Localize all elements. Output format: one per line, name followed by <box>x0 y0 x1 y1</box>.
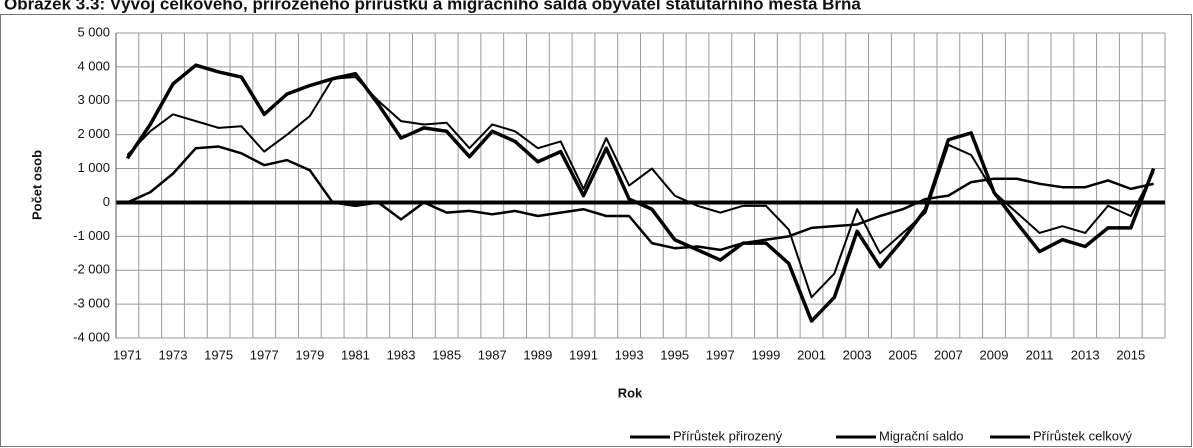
legend-label: Přírůstek přirozený <box>673 428 783 443</box>
x-tick-label: 1977 <box>250 347 279 362</box>
x-tick-label: 2007 <box>934 347 963 362</box>
x-tick-label: 1989 <box>523 347 552 362</box>
y-tick-label: 3 000 <box>77 92 110 107</box>
x-tick-label: 2009 <box>980 347 1009 362</box>
x-axis-label: Rok <box>618 385 643 400</box>
x-tick-label: 2005 <box>888 347 917 362</box>
legend-label: Přírůstek celkový <box>1033 428 1132 443</box>
x-tick-label: 1997 <box>706 347 735 362</box>
x-tick-label: 1983 <box>387 347 416 362</box>
y-tick-label: -2 000 <box>73 262 110 277</box>
chart-border <box>0 14 1192 447</box>
x-tick-label: 1979 <box>295 347 324 362</box>
x-tick-label: 1987 <box>478 347 507 362</box>
x-tick-label: 1973 <box>159 347 188 362</box>
x-tick-label: 1981 <box>341 347 370 362</box>
series-line <box>126 76 1155 299</box>
series-line <box>125 63 1156 323</box>
x-tick-label: 1985 <box>432 347 461 362</box>
y-axis-label: Počet osob <box>29 150 44 220</box>
legend-label: Migrační saldo <box>879 428 964 443</box>
series-line <box>126 145 1154 252</box>
x-tick-label: 2015 <box>1116 347 1145 362</box>
y-tick-label: 5 000 <box>77 24 110 39</box>
x-tick-label: 1995 <box>660 347 689 362</box>
x-tick-label: 2001 <box>797 347 826 362</box>
x-tick-label: 1991 <box>569 347 598 362</box>
x-tick-label: 2013 <box>1071 347 1100 362</box>
x-tick-label: 2011 <box>1026 347 1054 362</box>
x-tick-label: 2003 <box>843 347 872 362</box>
y-tick-label: 1 000 <box>77 160 110 175</box>
y-tick-label: 0 <box>103 194 110 209</box>
x-tick-label: 1999 <box>751 347 780 362</box>
x-tick-label: 1975 <box>204 347 233 362</box>
y-tick-label: -1 000 <box>73 228 110 243</box>
x-tick-label: 1993 <box>615 347 644 362</box>
y-tick-label: 2 000 <box>77 126 110 141</box>
y-tick-label: -3 000 <box>73 296 110 311</box>
x-tick-label: 1971 <box>113 347 142 362</box>
y-tick-label: -4 000 <box>73 329 110 344</box>
y-tick-label: 4 000 <box>77 58 110 73</box>
chart-title: Obrázek 3.3: Vývoj celkového, přirozenéh… <box>4 0 861 13</box>
